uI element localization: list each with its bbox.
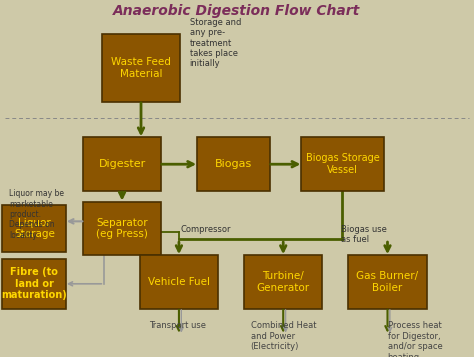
Text: Waste Feed
Material: Waste Feed Material — [111, 57, 171, 79]
FancyBboxPatch shape — [348, 255, 427, 309]
Text: Storage and
any pre-
treatment
takes place
initially: Storage and any pre- treatment takes pla… — [190, 18, 241, 69]
FancyBboxPatch shape — [301, 137, 384, 191]
FancyBboxPatch shape — [83, 202, 161, 255]
Text: Gas Burner/
Boiler: Gas Burner/ Boiler — [356, 271, 419, 293]
Text: Fibre (to
land or
maturation): Fibre (to land or maturation) — [1, 267, 67, 300]
Text: Anaerobic Digestion Flow Chart: Anaerobic Digestion Flow Chart — [113, 4, 361, 17]
FancyBboxPatch shape — [197, 137, 270, 191]
FancyBboxPatch shape — [102, 34, 180, 102]
Text: Biogas Storage
Vessel: Biogas Storage Vessel — [306, 154, 379, 175]
Text: Compressor: Compressor — [180, 225, 231, 234]
FancyBboxPatch shape — [140, 255, 218, 309]
FancyBboxPatch shape — [244, 255, 322, 309]
Text: Digester: Digester — [99, 159, 146, 169]
Text: Combined Heat
and Power
(Electricity): Combined Heat and Power (Electricity) — [251, 321, 316, 351]
Text: Biogas use
as fuel: Biogas use as fuel — [341, 225, 387, 244]
Text: Liquor
Storage: Liquor Storage — [14, 218, 55, 239]
FancyBboxPatch shape — [2, 205, 66, 252]
Text: Transport use: Transport use — [149, 321, 206, 330]
FancyBboxPatch shape — [83, 137, 161, 191]
Text: Liquor may be
marketable
product.
Depends on
locality.: Liquor may be marketable product. Depend… — [9, 189, 64, 240]
FancyBboxPatch shape — [2, 259, 66, 309]
Text: Biogas: Biogas — [215, 159, 252, 169]
Text: Turbine/
Generator: Turbine/ Generator — [256, 271, 310, 293]
Text: Process heat
for Digestor,
and/or space
heating: Process heat for Digestor, and/or space … — [388, 321, 443, 357]
Text: Separator
(eg Press): Separator (eg Press) — [96, 218, 148, 239]
Text: Vehicle Fuel: Vehicle Fuel — [148, 277, 210, 287]
